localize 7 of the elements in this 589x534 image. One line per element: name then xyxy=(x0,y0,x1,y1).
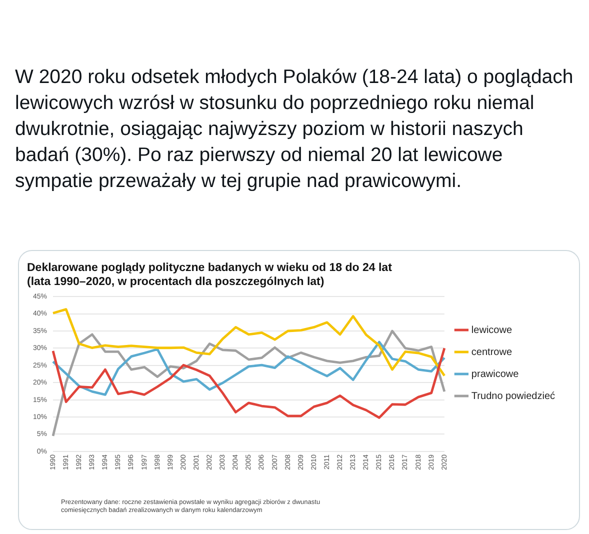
legend-label: lewicowe xyxy=(471,324,512,336)
legend-label: prawicowe xyxy=(471,368,520,380)
text: (lata 1990–2020, w procentach dla poszczególnych lat) xyxy=(27,276,324,288)
text: W 2020 roku odsetek młodych Polaków (18-24 lata) o poglądach lewicowych wzrósł w stosunku do poprzedniego roku niemal dwukrotnie, osiągając najwyższy poziom w historii naszych badań (30%). Po raz pierwszy od niemal 20 lat lewicowe sympatie przeważały w tej grupie nad prawicowymi. xyxy=(15,65,574,194)
text: Deklarowane poglądy polityczne badanych w wieku od 18 do 24 lat xyxy=(27,262,392,274)
legend-label: Trudno powiedzieć xyxy=(471,390,556,402)
legend-label: centrowe xyxy=(471,346,512,358)
